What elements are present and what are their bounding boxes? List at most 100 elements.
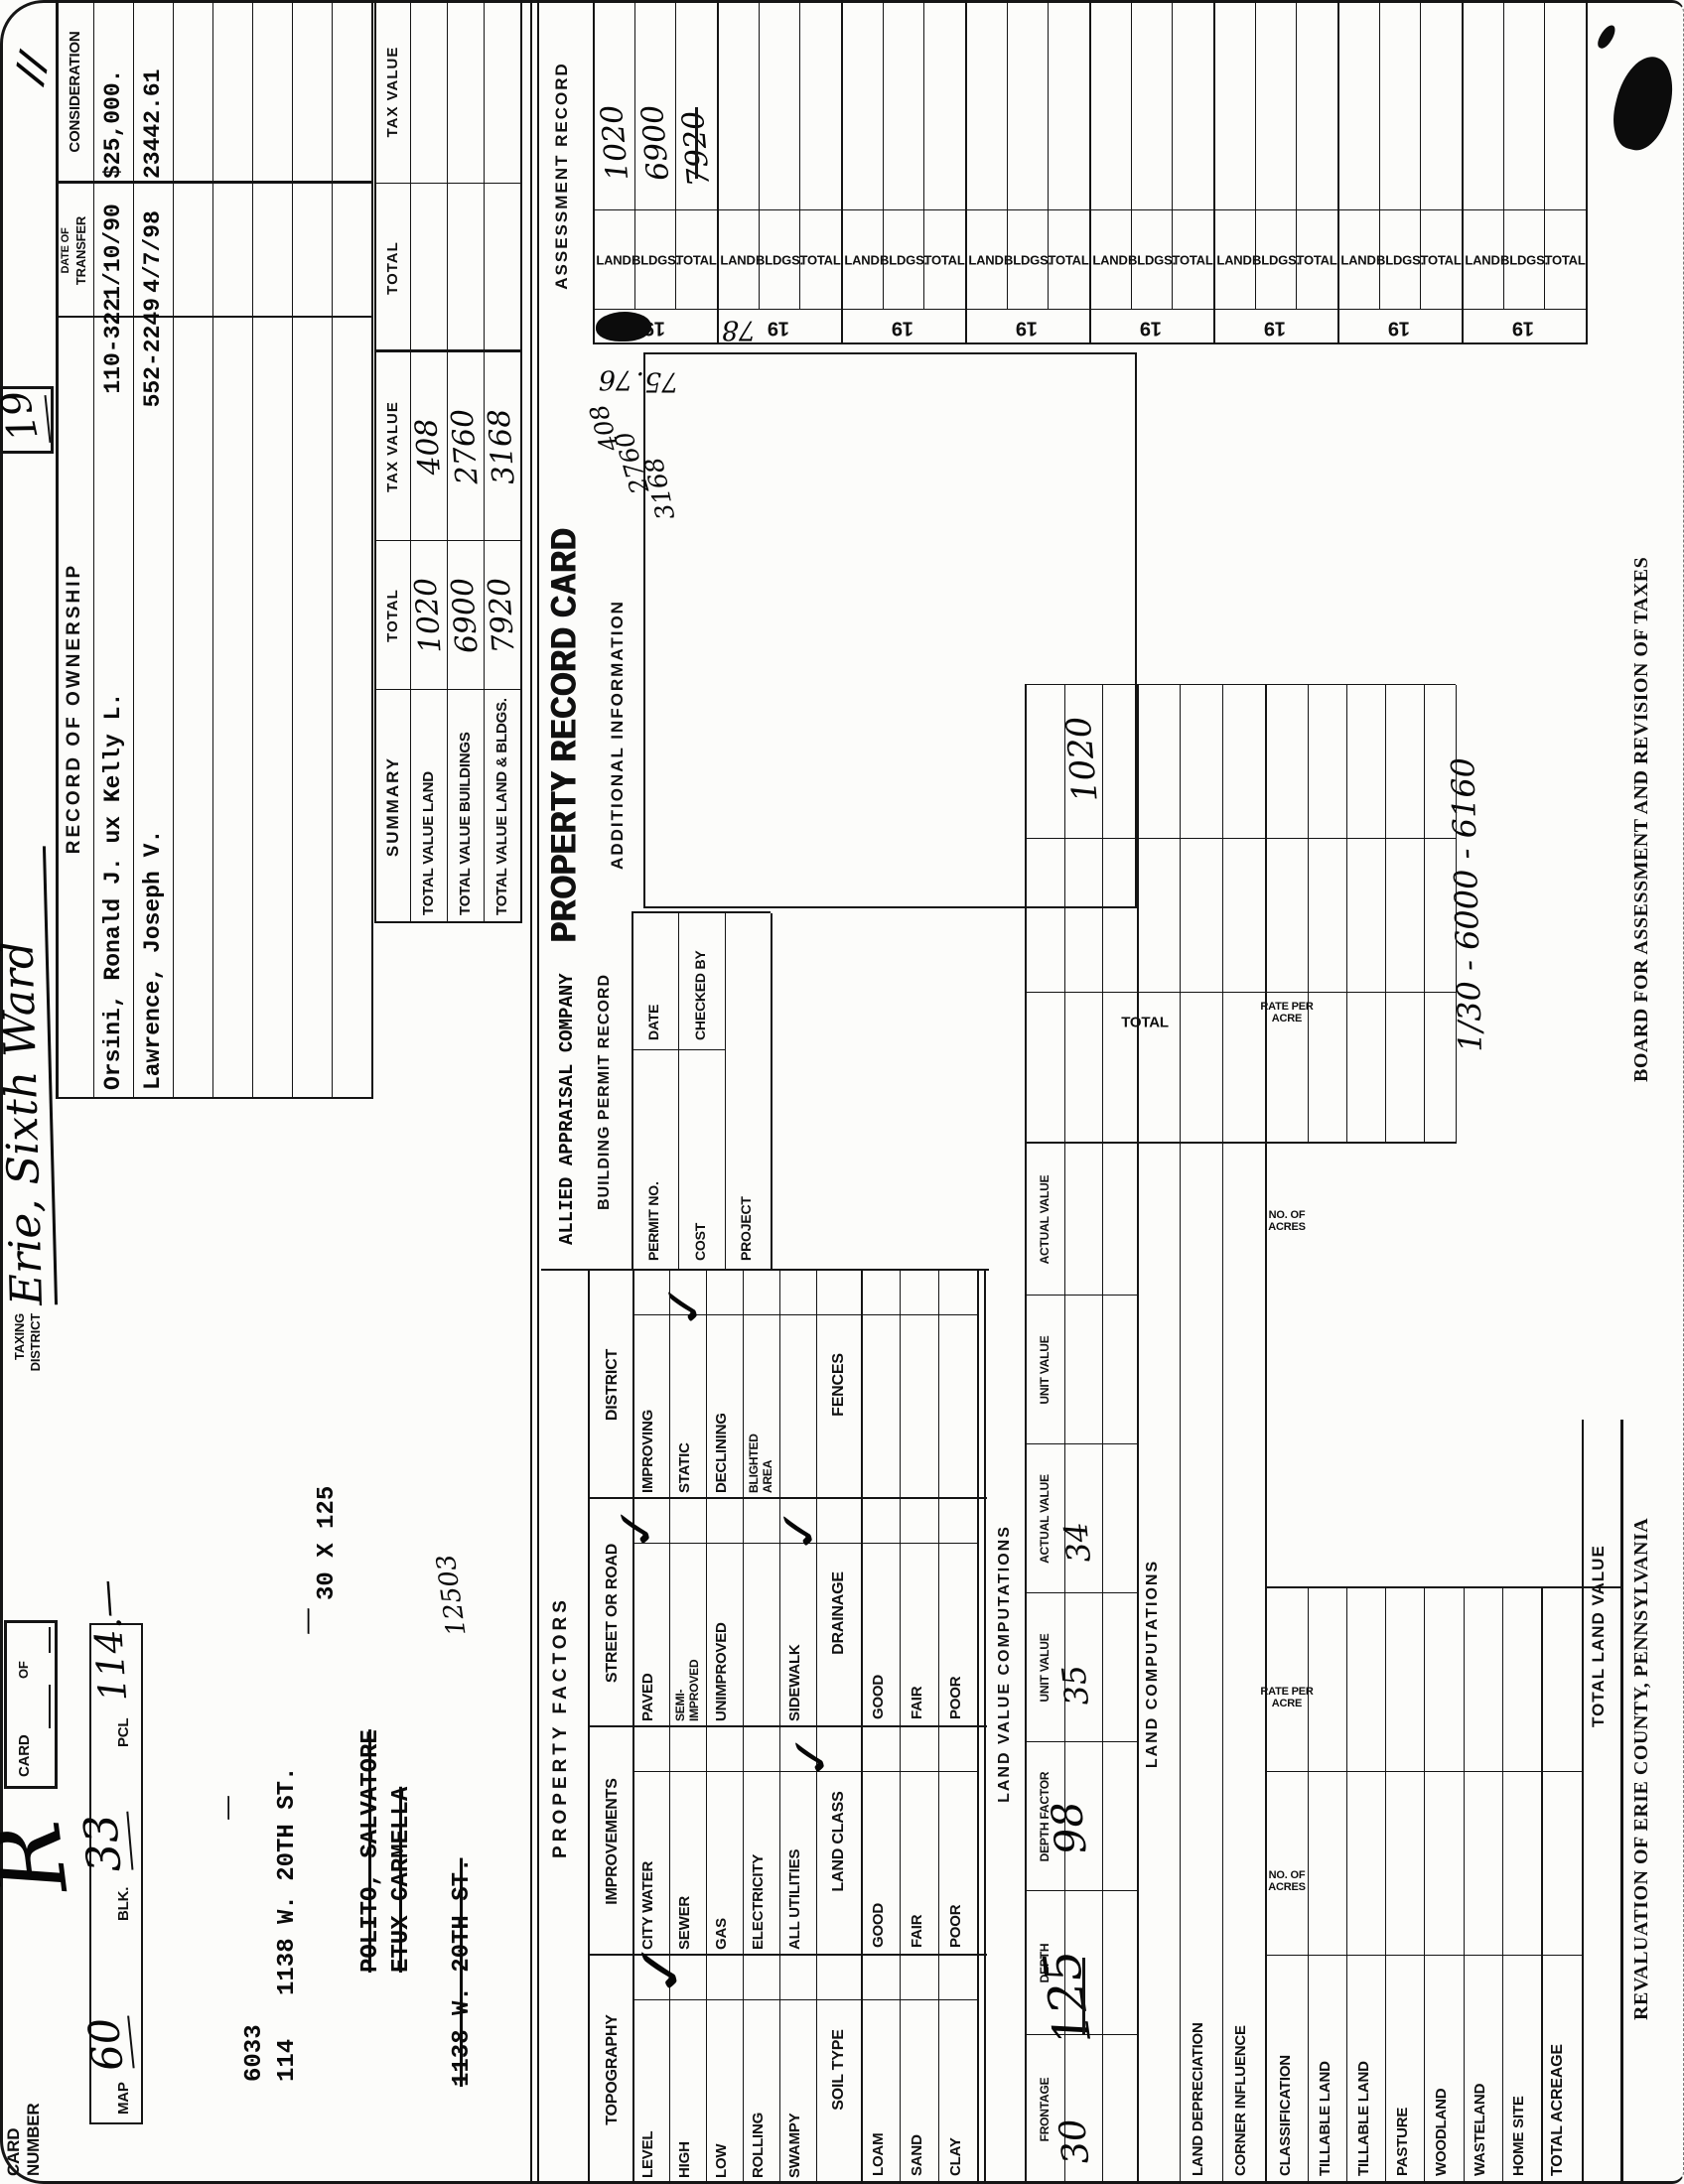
pcl-value: 114.— <box>82 1578 136 1704</box>
building-permit-title: BUILDING PERMIT RECORD <box>596 974 613 1210</box>
owner-name: Orsini, Ronald J. ux Kelly L. <box>100 692 126 1090</box>
grid-line <box>632 911 771 913</box>
classification-row-label: TILLABLE LAND <box>1355 2061 1372 2176</box>
factor-item: HIGH <box>676 2141 693 2178</box>
lvc-column-header: UNIT VALUE <box>1038 1335 1052 1405</box>
prc-title: PROPERTY RECORD CARD <box>544 527 584 942</box>
summary-row-label: TOTAL VALUE BUILDINGS <box>457 732 474 915</box>
grid-line <box>1502 1588 1503 2184</box>
grid-line <box>56 1097 371 1099</box>
grid-line <box>93 0 94 1099</box>
soil-item: GOOD <box>870 1902 887 1948</box>
classification-row-label: HOME SITE <box>1510 2096 1527 2176</box>
summary-total-header-2: TOTAL <box>384 241 401 295</box>
map-blk-pcl-strip: MAP 60 BLK. 33 PCL 114.— <box>72 1578 143 2124</box>
factor-item: ELECTRICITY <box>750 1853 767 1950</box>
owner-parcel-line2: 114 <box>274 2038 301 2082</box>
assessment-year-prefix: 19 <box>1388 317 1410 340</box>
blk-value: 33 <box>72 1812 134 1875</box>
assessment-row-label: TOTAL <box>923 252 965 268</box>
owner-dash-1: — <box>212 1795 242 1821</box>
lvc-column-header: FRONTAGE <box>1038 2077 1052 2142</box>
factor-item: LEVEL <box>639 2130 656 2178</box>
additional-information-title: ADDITIONAL INFORMATION <box>608 600 627 870</box>
card-number-label-line1: CARD <box>4 2127 23 2176</box>
taxing-label-line2: DISTRICT <box>28 1313 43 1372</box>
deed-book-page: 110-322 <box>100 298 126 394</box>
grid-line <box>861 1271 863 2184</box>
permit-checkedby-label: CHECKED BY <box>692 950 708 1040</box>
prior-address-note: 12503 <box>431 1552 473 1638</box>
grid-line <box>1137 685 1139 2184</box>
grid-line <box>1424 1588 1425 2184</box>
assessment-row-label: LAND <box>1216 252 1252 268</box>
ink-smudge <box>1606 50 1681 157</box>
factor-item: ALL UTILITIES <box>786 1848 803 1950</box>
grid-line <box>1385 1588 1386 2184</box>
classification-acres-header: NO. OF ACRES <box>1268 1869 1306 1893</box>
blk-label: BLK. <box>115 1886 132 1921</box>
factor-item: SWAMPY <box>786 2113 803 2178</box>
total-land-value-label: TOTAL LAND VALUE <box>1589 1545 1608 1727</box>
assessment-row-label: LAND <box>720 252 756 268</box>
assessment-year-prefix: 19 <box>1512 317 1534 340</box>
assessment-row-label: TOTAL <box>1172 252 1213 268</box>
assessment-row-label: TOTAL <box>1296 252 1337 268</box>
grid-line <box>1308 1588 1309 2184</box>
grid-line <box>292 0 293 1099</box>
transfer-date: 1/10/90 <box>100 204 126 300</box>
grid-line <box>371 0 373 1099</box>
assessment-row-label: BLDGS. <box>631 252 679 268</box>
grid-line <box>1025 684 1456 685</box>
factor-item: PAVED <box>639 1673 656 1721</box>
permit-date-label: DATE <box>645 1004 661 1040</box>
assessment-row-label: BLDGS. <box>1375 252 1424 268</box>
grid-line <box>725 913 726 1271</box>
page-number-value: 19 <box>0 385 48 446</box>
consideration-value: $25,000. <box>100 68 126 179</box>
grid-line <box>173 0 174 1099</box>
grid-line <box>1025 838 1456 839</box>
assessment-year-prefix: 19 <box>1140 317 1162 340</box>
grid-line <box>1025 992 1456 993</box>
grid-line <box>1462 0 1464 344</box>
soil-column-header: DRAINAGE <box>830 1571 847 1655</box>
card-of-blank-1 <box>49 1685 51 1728</box>
lvc-total-value: 1020 <box>1058 714 1106 804</box>
classification-rate-header-2: RATE PER ACRE <box>1260 1001 1314 1024</box>
factor-item: BLIGHTED AREA <box>747 1433 774 1493</box>
card-of-label: CARD <box>16 1734 33 1777</box>
assessment-row-label: BLDGS. <box>1003 252 1052 268</box>
grid-line <box>984 1271 986 2184</box>
assessment-row-label: TOTAL <box>1544 252 1586 268</box>
summary-title: SUMMARY <box>383 755 402 858</box>
ownership-title: RECORD OF OWNERSHIP <box>64 562 84 855</box>
land-value-computations-title: LAND VALUE COMPUTATIONS <box>996 1525 1013 1803</box>
soil-column-header: SOIL TYPE <box>830 2029 847 2111</box>
grid-line <box>1541 1588 1543 2184</box>
summary-taxvalue-header-2: TAX VALUE <box>384 46 401 138</box>
card-number-label-line2: NUMBER <box>24 2103 43 2176</box>
factor-item: GAS <box>713 1918 730 1950</box>
grid-line <box>717 0 719 344</box>
taxing-district-value: Erie, Sixth Ward <box>0 846 59 1306</box>
assessment-year-prefix: 19 <box>768 317 789 340</box>
lvc-frontage-value: 30 <box>1052 2116 1098 2167</box>
assessment-row-label: BLDGS. <box>879 252 927 268</box>
permit-cost-label: COST <box>692 1222 708 1261</box>
soil-column-header: FENCES <box>830 1353 847 1417</box>
classification-header: CLASSIFICATION <box>1277 2055 1294 2176</box>
assessment-row-label: LAND <box>968 252 1004 268</box>
grid-line <box>965 0 967 344</box>
grid-line <box>1102 685 1103 2184</box>
factor-item: UNIMPROVED <box>713 1622 730 1721</box>
lvc-depth-factor-value: 98 <box>1042 1799 1096 1857</box>
soil-item: LOAM <box>870 2132 887 2176</box>
consideration-value: 23442.61 <box>140 68 166 179</box>
permit-project-label: PROJECT <box>738 1196 754 1261</box>
ink-smudge-small <box>1595 22 1618 52</box>
grid-line <box>706 1271 707 2184</box>
grid-line <box>374 0 376 923</box>
grid-line <box>588 1271 590 2184</box>
